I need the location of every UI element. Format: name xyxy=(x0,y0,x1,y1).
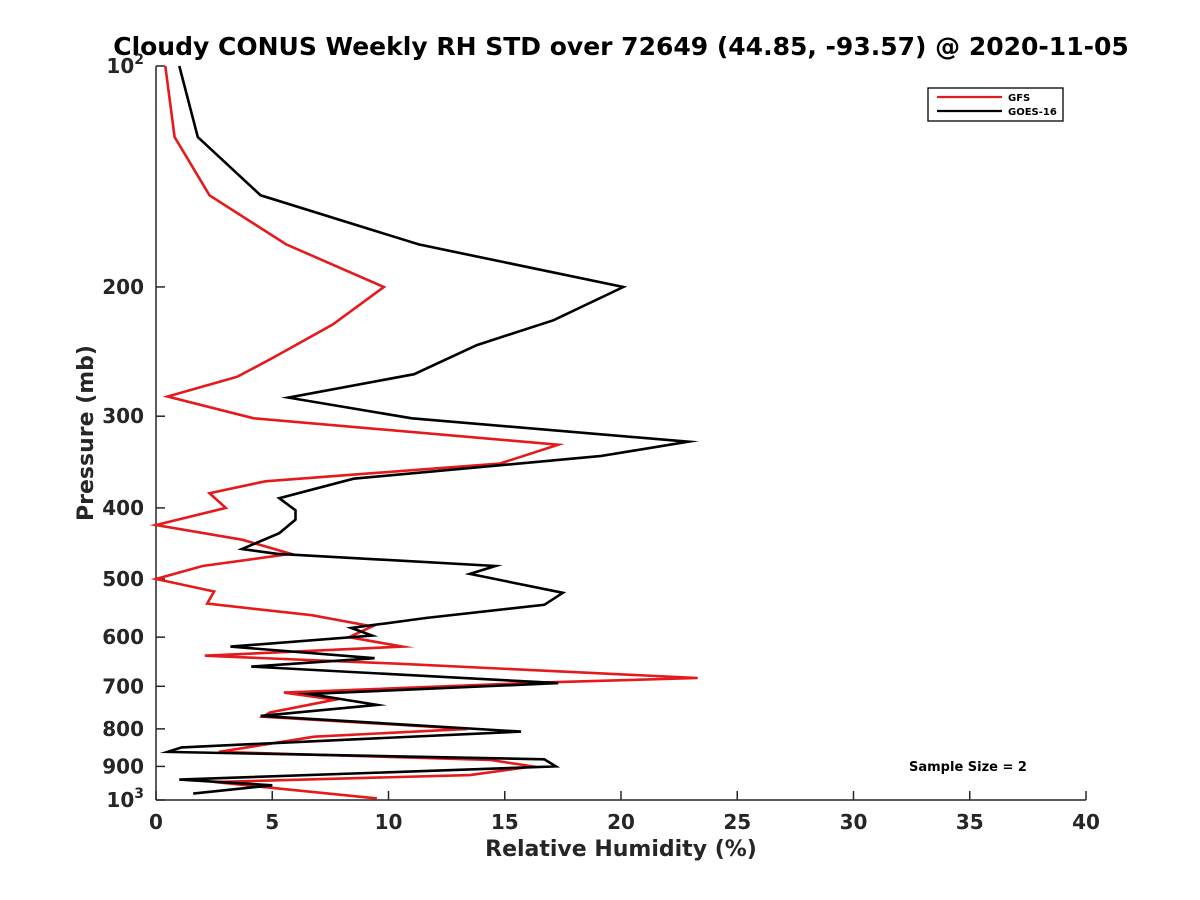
y-tick-label: 102 xyxy=(106,52,144,78)
x-tick-label: 40 xyxy=(1072,810,1100,834)
plot-area: 102 200 300 400 500 600 700 800 900 103 0 5 10 15 20 2… xyxy=(102,52,1100,834)
y-tick-label: 700 xyxy=(102,674,144,698)
y-tick-label: 400 xyxy=(102,496,144,520)
y-ticks: 102 200 300 400 500 600 700 800 900 103 xyxy=(102,52,165,812)
sample-size-annotation: Sample Size = 2 xyxy=(909,760,1027,775)
x-tick-label: 5 xyxy=(265,810,279,834)
series-layer xyxy=(149,65,699,800)
x-axis-label: Relative Humidity (%) xyxy=(485,837,757,862)
x-tick-label: 20 xyxy=(607,810,635,834)
y-tick-label: 103 xyxy=(106,786,144,812)
legend: GFS GOES-16 xyxy=(927,87,1064,122)
y-tick-label: 600 xyxy=(102,625,144,649)
legend-box xyxy=(927,87,1064,122)
x-tick-label: 0 xyxy=(149,810,163,834)
series-line-gfs xyxy=(149,65,698,800)
y-tick-label: 200 xyxy=(102,275,144,299)
y-tick-label: 800 xyxy=(102,717,144,741)
y-tick-label: 900 xyxy=(102,754,144,778)
x-tick-label: 25 xyxy=(723,810,751,834)
x-tick-label: 35 xyxy=(956,810,984,834)
x-tick-label: 15 xyxy=(491,810,519,834)
y-tick-label: 500 xyxy=(102,567,144,591)
chart-title: Cloudy CONUS Weekly RH STD over 72649 (4… xyxy=(113,32,1129,61)
x-ticks: 0 5 10 15 20 25 30 35 40 xyxy=(149,791,1100,834)
series-line-goes16 xyxy=(159,65,699,795)
legend-label-gfs: GFS xyxy=(1008,93,1030,104)
legend-label-goes16: GOES-16 xyxy=(1008,107,1057,118)
y-tick-label: 300 xyxy=(102,404,144,428)
x-tick-label: 10 xyxy=(375,810,403,834)
x-tick-label: 30 xyxy=(840,810,868,834)
y-axis-label: Pressure (mb) xyxy=(74,345,99,521)
